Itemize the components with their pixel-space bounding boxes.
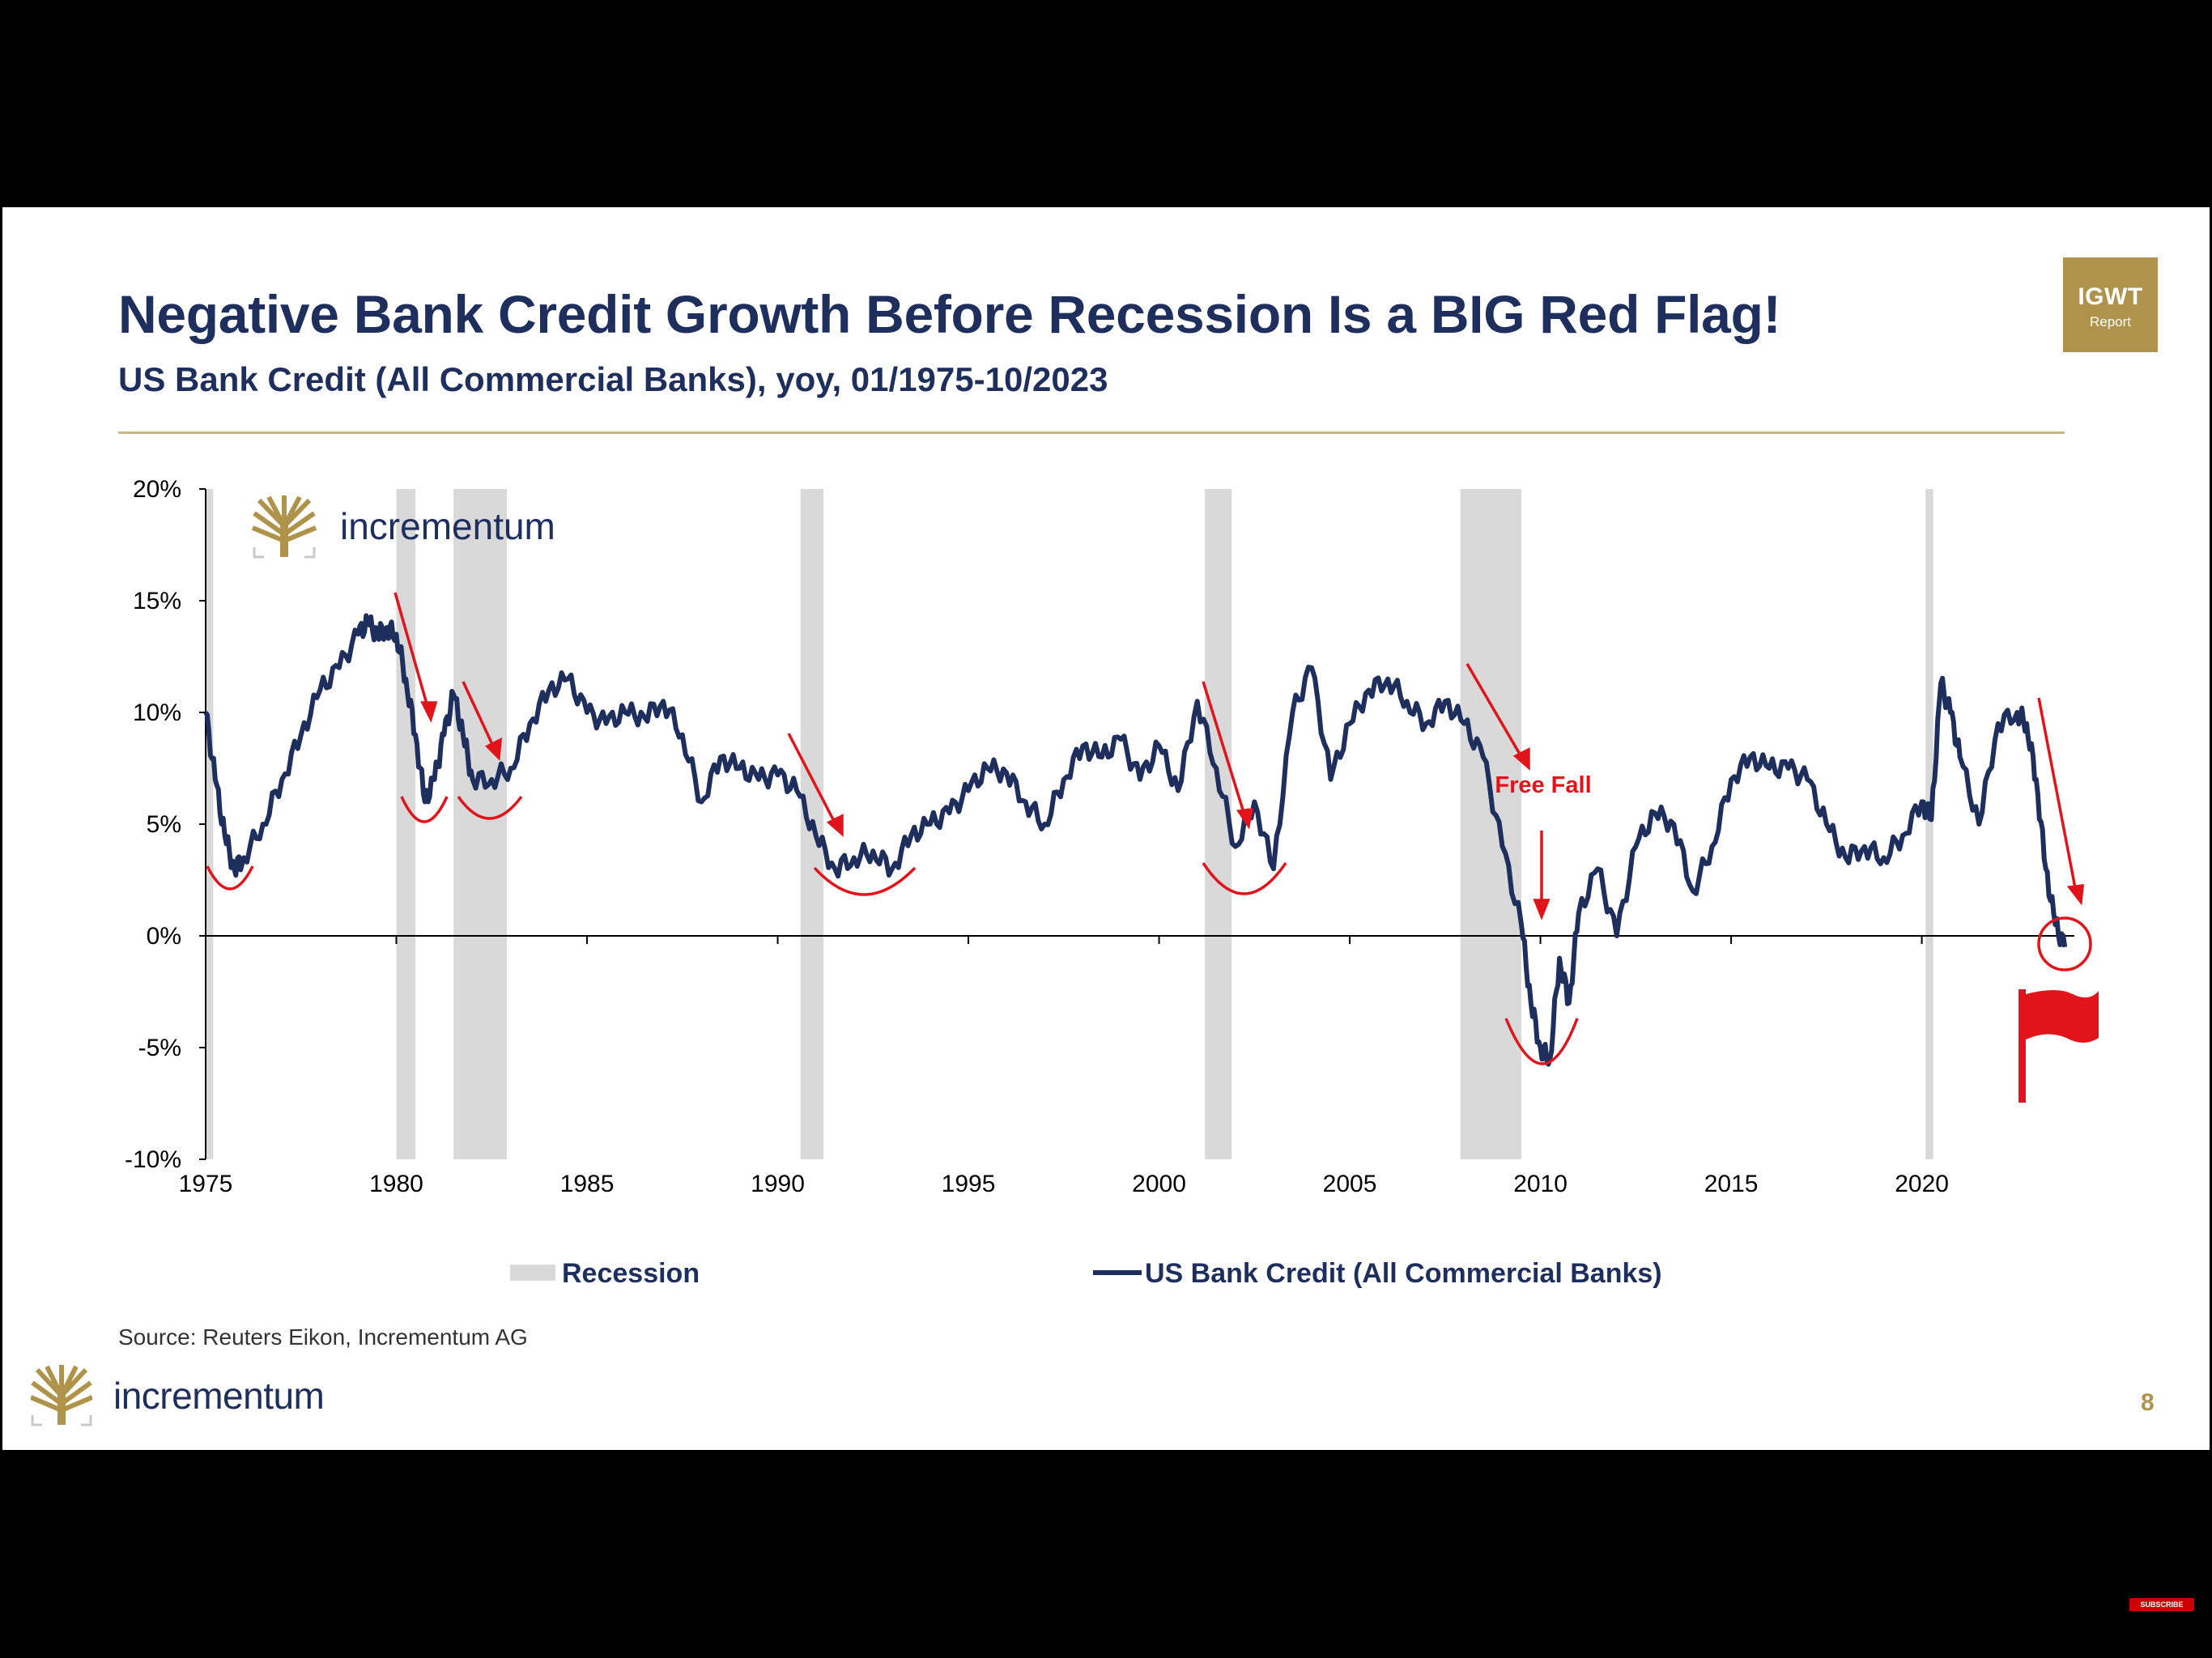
chart-brand-wordmark: incrementum [340, 505, 555, 547]
bank-credit-series-line [203, 613, 2068, 1067]
trough-arc-2002 [1202, 862, 1287, 895]
trough-arc-1975 [206, 865, 254, 891]
badge-main-text: IGWT [2078, 283, 2143, 310]
arrowhead-1990 [826, 814, 844, 837]
arrowhead-2023 [2066, 883, 2084, 906]
red-flag-icon [2018, 989, 2099, 1103]
y-tick-label: 0% [147, 923, 181, 950]
x-tick-label: 2000 [1132, 1171, 1186, 1197]
source-note: Source: Reuters Eikon, Incrementum AG [118, 1324, 528, 1350]
y-tick-label: 5% [147, 811, 181, 838]
legend-series-label: US Bank Credit (All Commercial Banks) [1145, 1258, 1662, 1289]
x-tick-label: 1995 [942, 1171, 996, 1197]
recession-band [206, 489, 214, 1159]
trough-arc-1980 [400, 796, 449, 823]
free-fall-label: Free Fall [1495, 772, 1591, 798]
recession-band [1460, 489, 1522, 1159]
arrowhead-2001 [1236, 807, 1254, 830]
page-number: 8 [2141, 1389, 2155, 1416]
y-tick-label: -5% [138, 1035, 181, 1061]
subscribe-button[interactable]: SUBSCRIBE [2129, 1598, 2194, 1611]
recession-bands [206, 489, 1933, 1159]
legend-recession-label: Recession [562, 1258, 700, 1289]
arrow-1980 [393, 592, 431, 713]
x-tick-label: 1980 [369, 1171, 423, 1197]
arrowhead-1982 [485, 738, 503, 761]
x-tick-label: 1975 [179, 1171, 233, 1197]
chart-legend: Recession US Bank Credit (All Commercial… [510, 1258, 1662, 1289]
arrowhead-free-fall [1533, 899, 1551, 920]
footer-tree-logo-icon [31, 1365, 92, 1426]
igwt-report-badge: IGWT Report [2063, 257, 2158, 352]
y-tick-label: -10% [125, 1146, 181, 1173]
trough-arc-2009 [1504, 1018, 1579, 1065]
recession-band [453, 489, 508, 1159]
trough-arc-1982 [457, 795, 523, 820]
badge-sub-text: Report [2089, 314, 2132, 329]
tree-logo-icon [251, 495, 317, 559]
x-tick-label: 2020 [1895, 1171, 1949, 1197]
x-tick-label: 2005 [1323, 1171, 1377, 1197]
arrowhead-2008 [1512, 747, 1530, 771]
legend-recession-swatch [510, 1265, 555, 1281]
arrow-1982 [462, 681, 497, 752]
y-tick-label: 15% [133, 588, 181, 614]
x-tick-label: 1990 [751, 1171, 805, 1197]
trough-arcs [206, 795, 2092, 1065]
x-tick-label: 2015 [1704, 1171, 1759, 1197]
highlight-circle-2023 [2037, 916, 2092, 971]
x-tick-label: 2010 [1513, 1171, 1568, 1197]
recession-band [396, 489, 416, 1159]
annotation-arrows [393, 592, 2084, 920]
slide-title: Negative Bank Credit Growth Before Reces… [118, 284, 1781, 344]
y-tick-label: 20% [133, 476, 181, 503]
arrowhead-1980 [420, 701, 438, 723]
arrow-1990 [787, 733, 839, 828]
recession-band [1925, 489, 1933, 1159]
tick-labels: -10% -5% 0% 5% 10% 15% 20% 1975 1980 1985 1990 1995… [125, 476, 1949, 1197]
trough-arc-1991 [813, 866, 917, 896]
x-tick-label: 1985 [560, 1171, 615, 1197]
title-divider [118, 432, 2065, 434]
footer-brand-wordmark: incrementum [113, 1375, 325, 1417]
slide-subtitle: US Bank Credit (All Commercial Banks), y… [118, 360, 1108, 398]
arrow-2001 [1202, 681, 1247, 818]
arrow-2008 [1465, 663, 1525, 762]
arrow-2023 [2037, 697, 2078, 893]
y-tick-label: 10% [133, 699, 181, 726]
slide [2, 207, 2210, 1450]
